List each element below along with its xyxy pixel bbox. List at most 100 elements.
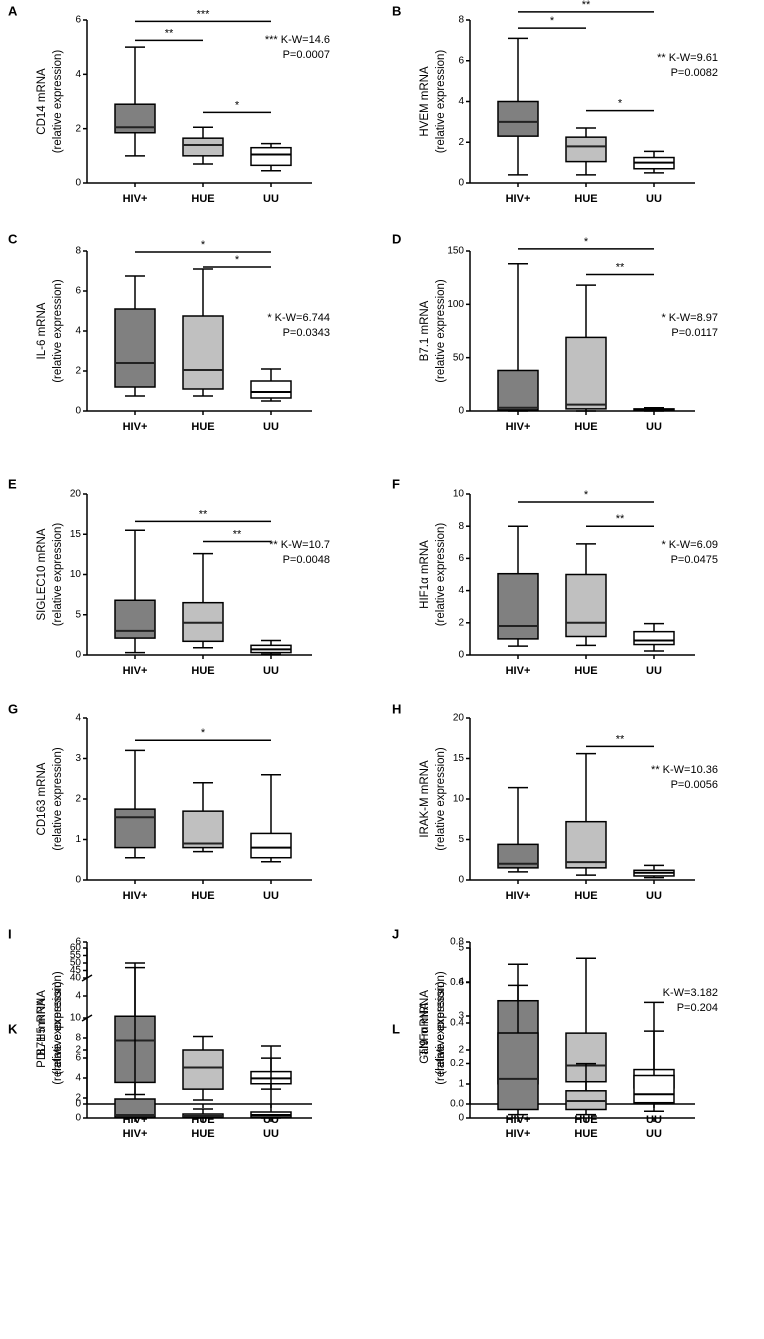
x-tick-label: HUE xyxy=(574,890,597,902)
y-axis-label: (relative expression) xyxy=(435,279,447,383)
y-tick-label: 0.8 xyxy=(450,937,464,948)
y-tick-label: 2 xyxy=(75,123,81,134)
x-tick-label: UU xyxy=(646,193,662,205)
annotation: *** K-W=14.6 xyxy=(265,34,330,46)
annotation: * K-W=8.97 xyxy=(661,312,718,324)
y-tick-label: 1 xyxy=(458,1079,464,1090)
y-tick-label: 15 xyxy=(70,529,82,540)
y-tick-label: 4 xyxy=(75,69,81,80)
box xyxy=(497,100,539,137)
panel-letter: K xyxy=(8,1021,18,1036)
box xyxy=(497,369,539,411)
x-tick-label: UU xyxy=(646,1128,662,1140)
significance-label: * xyxy=(584,236,589,248)
y-tick-label: 10 xyxy=(70,1013,82,1024)
significance-label: ** xyxy=(165,27,174,39)
significance-label: ** xyxy=(582,0,591,11)
panel-letter: E xyxy=(8,476,17,491)
box xyxy=(114,599,156,639)
panel-letter: B xyxy=(392,3,401,18)
significance-label: * xyxy=(584,489,589,501)
x-tick-label: HIV+ xyxy=(506,1128,531,1140)
annotation: P=0.0007 xyxy=(283,49,330,61)
y-axis-label: PDL-1 mRNA xyxy=(36,998,48,1068)
annotation: * K-W=6.09 xyxy=(661,539,718,551)
x-tick-label: UU xyxy=(263,1128,279,1140)
annotation: K-W=3.182 xyxy=(663,987,718,999)
y-tick-label: 0 xyxy=(75,875,81,886)
y-axis-label: (relative expression) xyxy=(52,50,64,154)
significance-label: * xyxy=(550,15,555,27)
y-tick-label: 4 xyxy=(75,991,81,1002)
y-tick-label: 6 xyxy=(75,937,81,948)
y-tick-label: 20 xyxy=(70,489,82,500)
y-tick-label: 0 xyxy=(75,406,81,417)
y-tick-label: 6 xyxy=(458,55,464,66)
annotation: P=0.0343 xyxy=(283,327,330,339)
box xyxy=(565,336,607,410)
annotation: P=0.0082 xyxy=(671,67,718,79)
y-tick-label: 2 xyxy=(75,1093,81,1104)
y-tick-label: 0 xyxy=(458,178,464,189)
y-tick-label: 1 xyxy=(75,834,81,845)
x-tick-label: UU xyxy=(263,665,279,677)
x-tick-label: HIV+ xyxy=(506,890,531,902)
y-tick-label: 4 xyxy=(75,713,81,724)
box xyxy=(565,820,607,869)
y-tick-label: 4 xyxy=(75,1073,81,1084)
y-tick-label: 0.6 xyxy=(450,977,464,988)
y-tick-label: 2 xyxy=(75,366,81,377)
annotation: ** K-W=10.36 xyxy=(651,764,718,776)
box xyxy=(497,572,539,640)
y-axis-label: (relative expression) xyxy=(435,747,447,851)
panel-letter: L xyxy=(392,1021,400,1036)
y-tick-label: 5 xyxy=(458,943,464,954)
y-tick-label: 0 xyxy=(458,875,464,886)
significance-label: ** xyxy=(616,513,625,525)
y-tick-label: 6 xyxy=(75,286,81,297)
y-axis-label: Gal9 mRNA xyxy=(419,1002,431,1064)
x-tick-label: HUE xyxy=(191,1128,214,1140)
panel-letter: D xyxy=(392,231,401,246)
y-tick-label: 45 xyxy=(70,965,82,976)
y-tick-label: 2 xyxy=(458,617,464,628)
y-axis-label: B7H5 mRNA xyxy=(36,990,48,1056)
y-tick-label: 4 xyxy=(458,585,464,596)
annotation: ** K-W=9.61 xyxy=(657,52,718,64)
y-tick-label: 10 xyxy=(453,489,465,500)
box xyxy=(182,810,224,849)
x-tick-label: HUE xyxy=(191,890,214,902)
y-tick-label: 4 xyxy=(75,326,81,337)
significance-label: * xyxy=(201,727,206,739)
significance-label: ** xyxy=(616,261,625,273)
x-tick-label: HUE xyxy=(574,421,597,433)
y-tick-label: 0 xyxy=(75,1099,81,1110)
x-tick-label: HIV+ xyxy=(123,1128,148,1140)
y-axis-label: TNFα mRNA xyxy=(419,990,431,1056)
y-tick-label: 0 xyxy=(75,650,81,661)
x-tick-label: HUE xyxy=(574,665,597,677)
x-tick-label: HUE xyxy=(191,421,214,433)
significance-label: * xyxy=(235,99,240,111)
y-axis-label: (relative expression) xyxy=(52,981,64,1085)
annotation: P=0.204 xyxy=(677,1002,718,1014)
y-tick-label: 50 xyxy=(70,958,82,969)
y-axis-label: (relative expression) xyxy=(52,523,64,627)
y-tick-label: 0 xyxy=(75,1113,81,1124)
significance-label: ** xyxy=(199,508,208,520)
y-tick-label: 2 xyxy=(458,1045,464,1056)
panel-letter: F xyxy=(392,476,400,491)
box xyxy=(565,573,607,638)
x-tick-label: HUE xyxy=(191,665,214,677)
x-tick-label: HIV+ xyxy=(123,890,148,902)
y-tick-label: 5 xyxy=(458,834,464,845)
y-axis-label: HVEM mRNA xyxy=(419,66,431,137)
box xyxy=(182,1049,224,1090)
y-tick-label: 20 xyxy=(453,713,465,724)
x-tick-label: UU xyxy=(263,193,279,205)
box xyxy=(565,136,607,163)
significance-label: * xyxy=(201,239,206,251)
y-tick-label: 8 xyxy=(75,246,81,257)
y-tick-label: 40 xyxy=(70,973,82,984)
x-tick-label: UU xyxy=(646,421,662,433)
